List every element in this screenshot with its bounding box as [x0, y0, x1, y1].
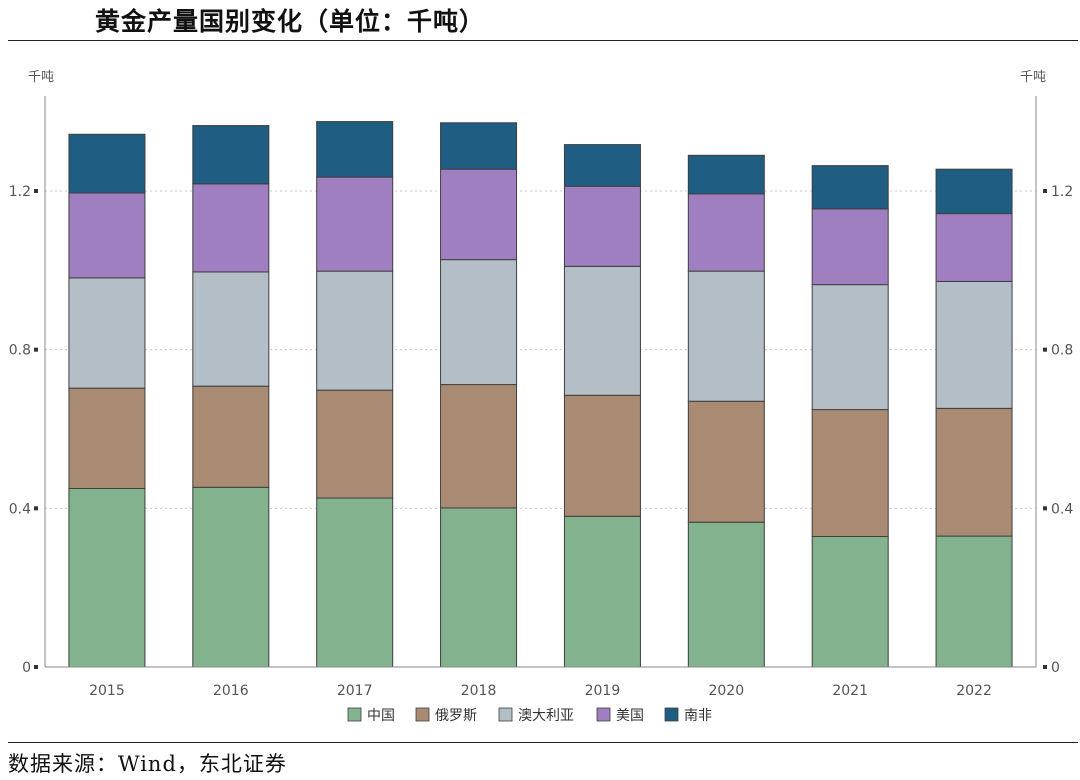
x-tick-label: 2021 — [832, 683, 868, 699]
y-tick-label-left: 1.2 — [9, 184, 31, 200]
bar-segment — [440, 507, 518, 668]
y-tick-mark — [34, 665, 38, 669]
y-tick-mark — [1043, 665, 1047, 669]
bar-segment — [563, 515, 641, 668]
legend-swatch — [664, 707, 679, 722]
x-tick-label: 2019 — [585, 683, 621, 699]
bar-segment — [68, 192, 146, 279]
page-title: 黄金产量国别变化（单位：千吨） — [95, 7, 486, 36]
bar-segment — [811, 284, 889, 411]
bar-segment — [440, 259, 518, 386]
x-tick-label: 2020 — [708, 683, 744, 699]
axes: 2015 2016 2017 2018 2019 2020 2021 2022 0 0 0.4 0.4… — [9, 70, 1074, 699]
y-tick-mark — [1043, 189, 1047, 193]
legend-swatch — [596, 707, 611, 722]
bar-segment — [935, 168, 1013, 215]
y-tick-mark — [34, 506, 38, 511]
y-unit-right: 千吨 — [1020, 70, 1046, 85]
bar-segment — [440, 168, 518, 261]
bar-segment — [935, 280, 1013, 409]
legend-swatch — [347, 707, 362, 722]
bar-segment — [68, 133, 146, 194]
legend-swatch — [415, 707, 430, 722]
bar-segment — [316, 389, 394, 499]
stacked-bar-chart: 2015 2016 2017 2018 2019 2020 2021 2022 0 0 0.4 0.4… — [9, 70, 1074, 724]
bar-segment — [811, 535, 889, 668]
y-tick-mark — [1043, 506, 1047, 511]
data-source: 数据来源：Wind，东北证券 — [8, 752, 287, 776]
bar-segment — [440, 122, 518, 170]
bar-segment — [192, 125, 270, 185]
y-tick-label-left: 0.8 — [9, 343, 31, 359]
bar-segment — [811, 165, 889, 210]
y-tick-mark — [34, 347, 38, 352]
y-tick-mark — [1043, 347, 1047, 352]
source-divider — [8, 742, 1078, 743]
bar-segment — [935, 535, 1013, 668]
y-tick-label-left: 0 — [22, 660, 31, 676]
bar-segment — [68, 387, 146, 490]
bar-segment — [316, 121, 394, 178]
bar-segment — [687, 521, 765, 668]
bar-segment — [811, 409, 889, 537]
bar-segment — [316, 270, 394, 391]
bar-segment — [192, 183, 270, 273]
y-tick-label-right: 0 — [1051, 660, 1060, 676]
bar-segment — [687, 193, 765, 272]
bar-segment — [192, 271, 270, 387]
bar-segment — [687, 270, 765, 402]
bar-segment — [192, 486, 270, 668]
bar-segment — [687, 400, 765, 523]
legend-label: 澳大利亚 — [518, 708, 574, 724]
bar-segment — [563, 185, 641, 267]
bar-segment — [68, 277, 146, 389]
legend-swatch — [498, 707, 513, 722]
bar-segment — [935, 213, 1013, 282]
bar-segment — [563, 265, 641, 396]
bar-segment — [68, 488, 146, 668]
x-tick-label: 2016 — [213, 683, 249, 699]
x-tick-label: 2022 — [956, 683, 992, 699]
bar-segment — [687, 154, 765, 195]
bars — [68, 121, 1013, 668]
y-tick-label-right: 0.4 — [1051, 501, 1073, 517]
bar-segment — [316, 176, 394, 272]
bar-segment — [192, 385, 270, 488]
legend: 中国 俄罗斯 澳大利亚 美国 南非 — [347, 707, 712, 724]
legend-label: 俄罗斯 — [435, 708, 477, 724]
bar-segment — [563, 144, 641, 187]
bar-segment — [811, 208, 889, 286]
bar-segment — [563, 394, 641, 517]
y-tick-label-right: 0.8 — [1051, 343, 1073, 359]
bar-segment — [316, 497, 394, 668]
y-tick-mark — [34, 189, 38, 193]
legend-label: 南非 — [684, 708, 712, 724]
bar-segment — [935, 407, 1013, 537]
title-divider — [8, 40, 1078, 41]
y-tick-label-left: 0.4 — [9, 501, 31, 517]
y-unit-left: 千吨 — [28, 70, 54, 85]
bar-segment — [440, 384, 518, 509]
y-tick-label-right: 1.2 — [1051, 184, 1073, 200]
x-tick-label: 2018 — [461, 683, 497, 699]
legend-label: 中国 — [367, 708, 395, 724]
x-tick-label: 2015 — [89, 683, 125, 699]
x-tick-label: 2017 — [337, 683, 373, 699]
legend-label: 美国 — [616, 708, 644, 724]
